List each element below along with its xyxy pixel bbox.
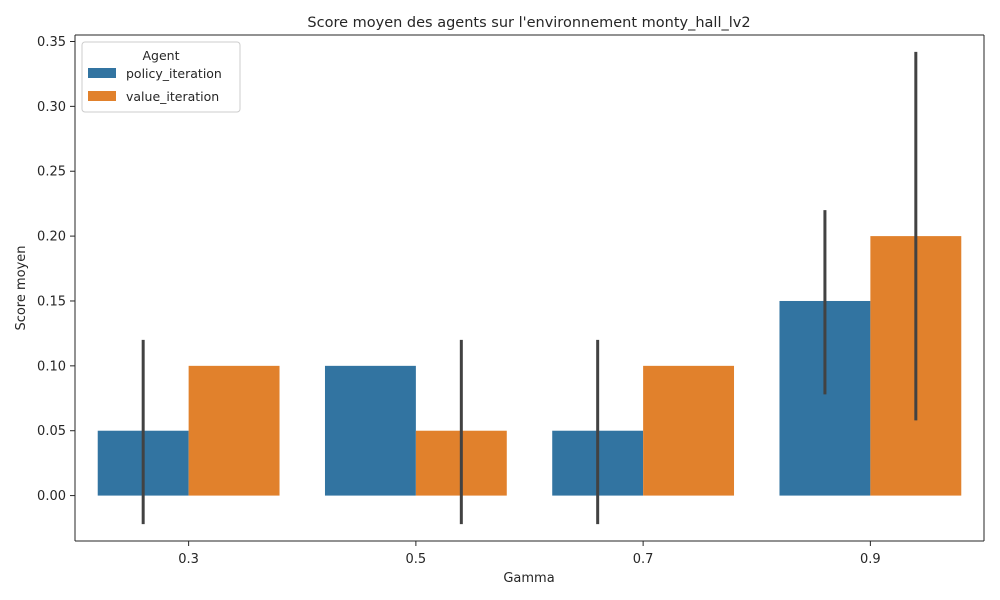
y-tick-label: 0.30 [37,100,66,115]
x-tick-label: 0.5 [406,552,427,567]
bars [97,236,962,496]
bar-policy-iteration-0.5 [324,365,416,496]
bar-value-iteration-0.3 [188,365,280,496]
y-tick-label: 0.15 [37,294,66,309]
chart-title: Score moyen des agents sur l'environneme… [307,15,750,31]
y-tick-label: 0.00 [37,489,66,504]
axes-frame [74,34,985,542]
y-tick-label: 0.10 [37,359,66,374]
legend-frame [81,41,241,113]
legend-label-value-iteration: value_iteration [126,89,219,104]
y-tick-label: 0.35 [37,35,66,50]
legend-swatch-policy-iteration [88,68,116,78]
x-tick-label: 0.3 [178,552,199,567]
legend-label-policy-iteration: policy_iteration [126,66,222,81]
y-tick-label: 0.20 [37,230,66,245]
legend-swatch-value-iteration [88,91,116,101]
legend: Agent policy_iteration value_iteration [81,41,241,113]
bar-value-iteration-0.7 [643,365,735,496]
x-axis-title: Gamma [503,571,554,586]
x-axis-ticks: 0.3 0.5 0.7 0.9 [178,541,881,567]
y-axis-ticks: 0.00 0.05 0.10 0.15 0.20 0.25 0.30 0.35 [37,35,75,504]
y-tick-label: 0.05 [37,424,66,439]
error-bars [141,51,918,525]
y-axis-title: Score moyen [14,245,29,330]
y-tick-label: 0.25 [37,165,66,180]
x-tick-label: 0.9 [860,552,881,567]
x-tick-label: 0.7 [633,552,654,567]
legend-title: Agent [143,48,180,63]
